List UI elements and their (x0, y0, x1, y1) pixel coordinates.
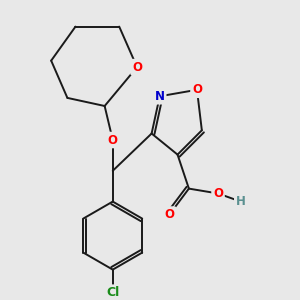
Text: N: N (155, 90, 165, 103)
Text: H: H (236, 195, 246, 208)
Text: O: O (192, 83, 202, 96)
Text: O: O (132, 61, 142, 74)
Text: O: O (213, 187, 223, 200)
Text: Cl: Cl (106, 286, 119, 299)
Text: O: O (164, 208, 174, 221)
Text: O: O (108, 134, 118, 146)
